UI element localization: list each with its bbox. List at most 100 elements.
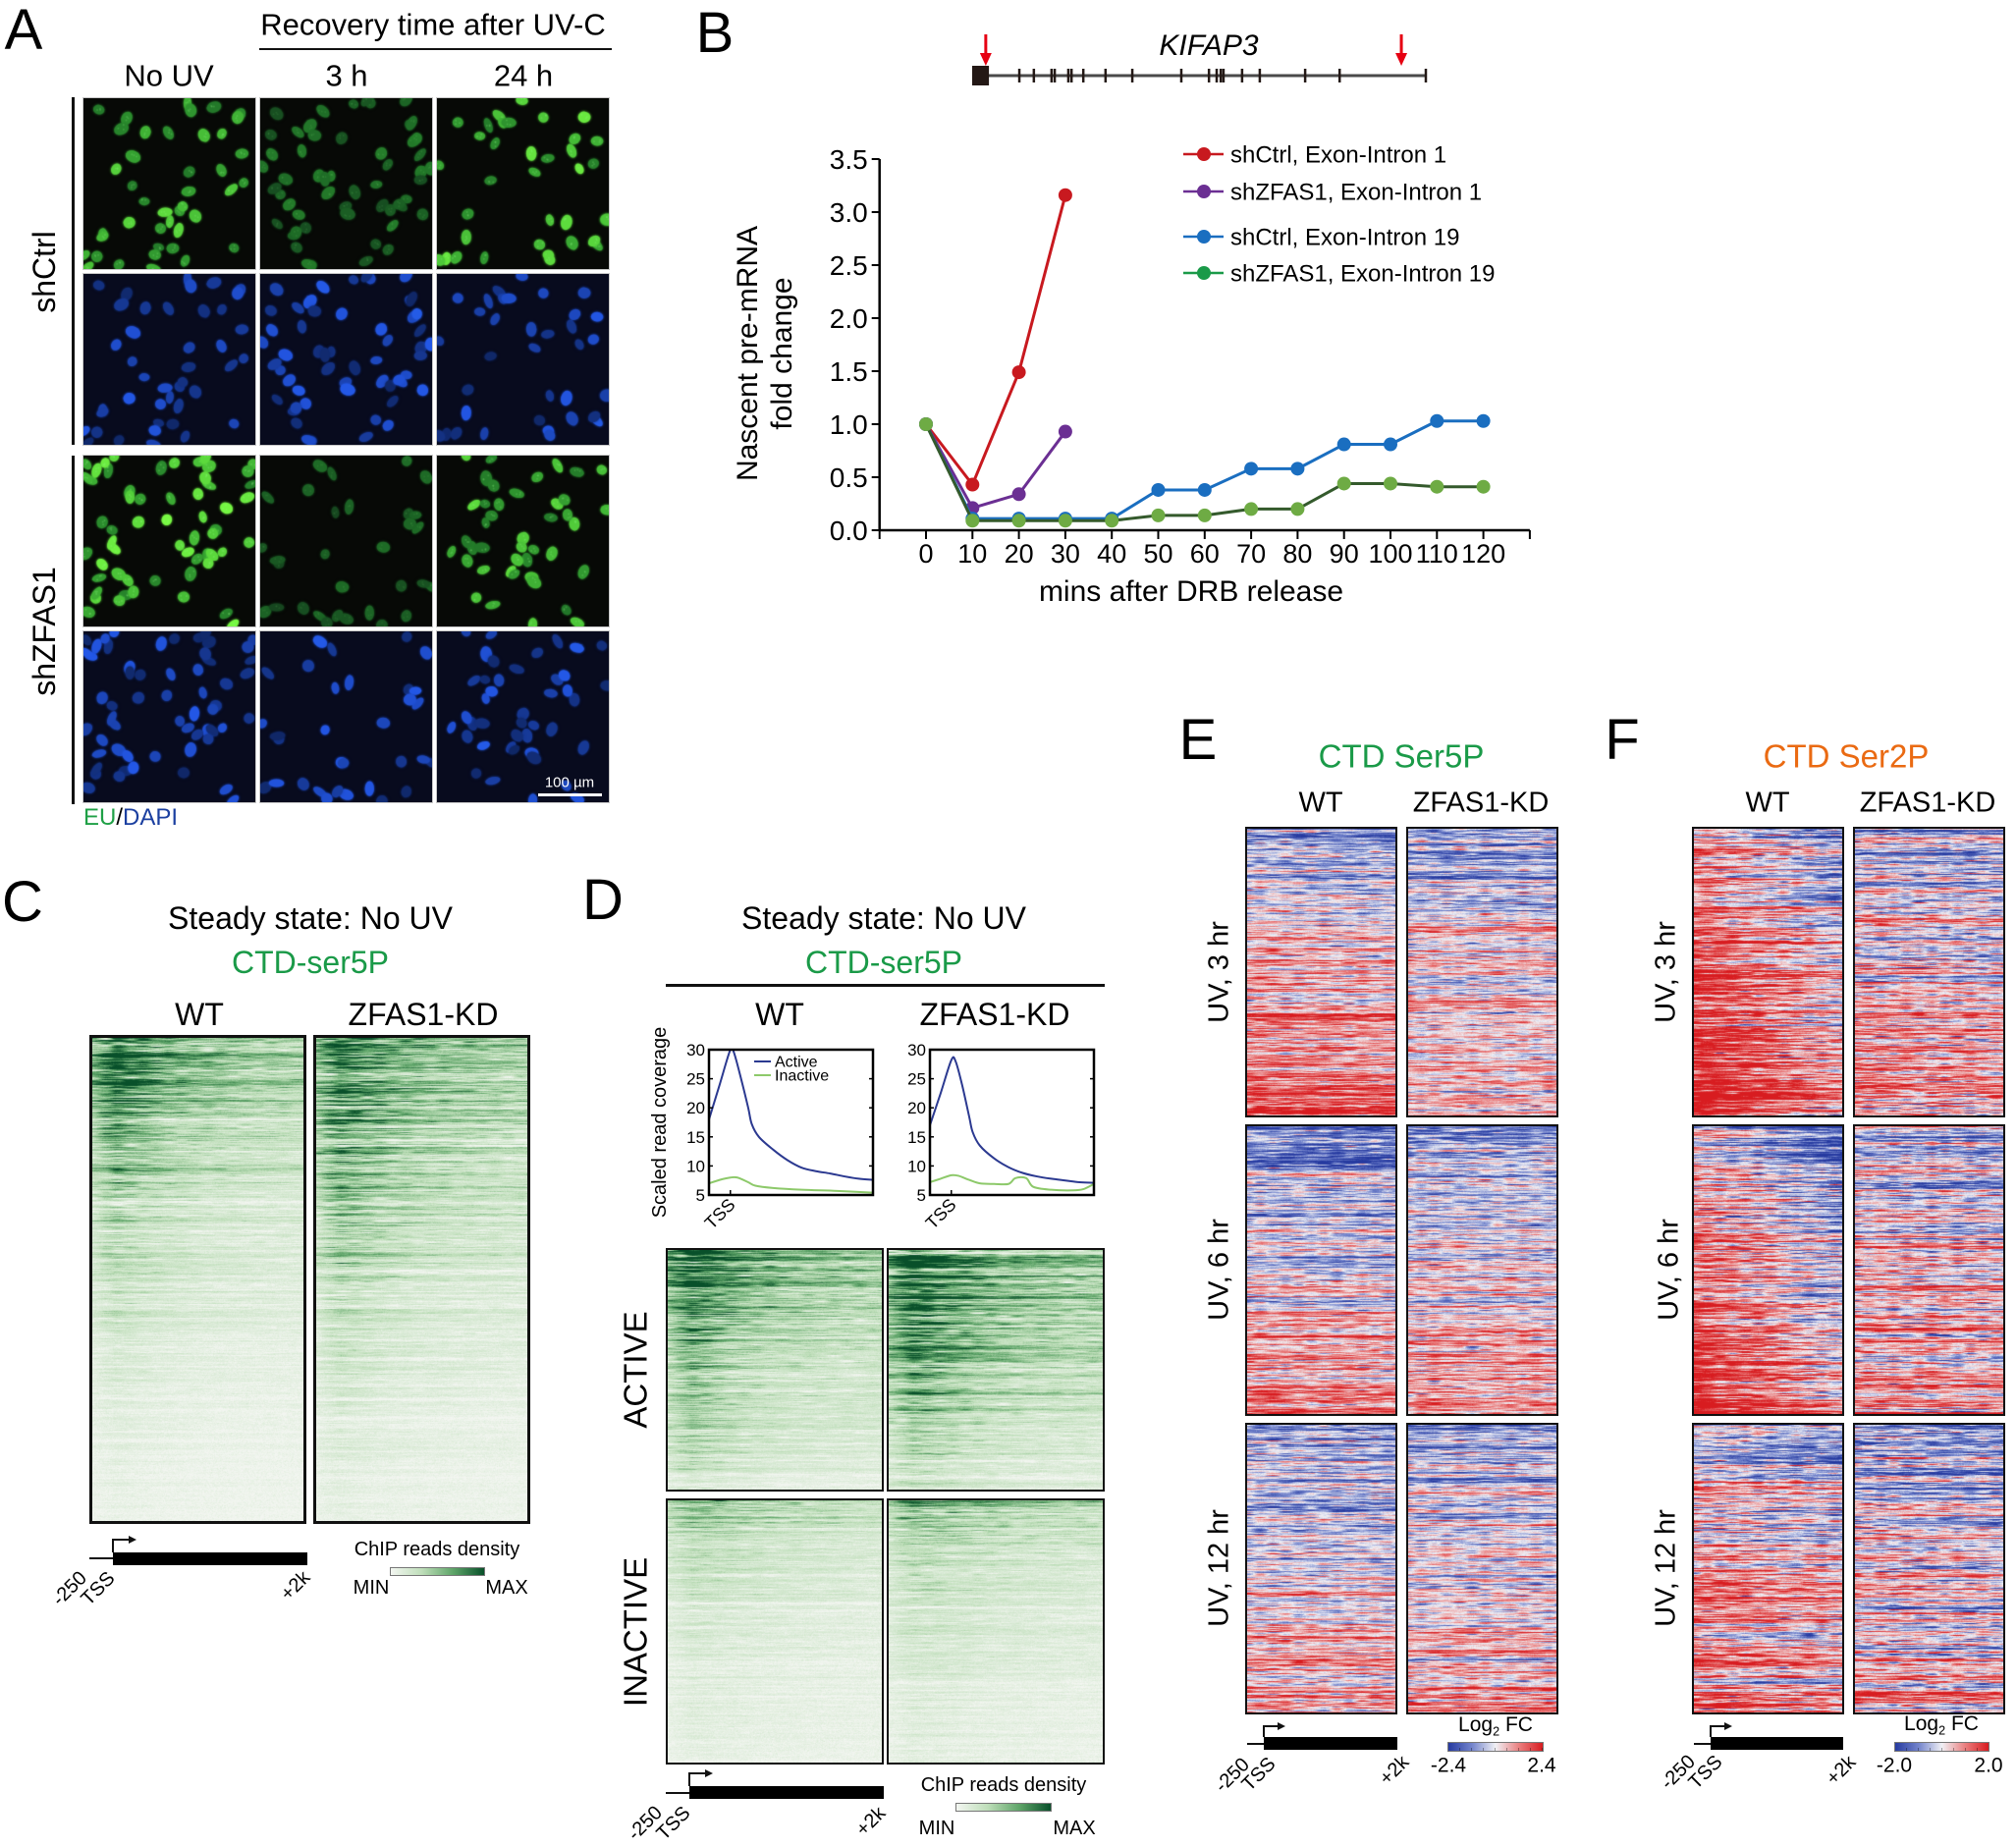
x-tick-label: 50 — [1143, 539, 1172, 569]
heatmap-c-wt — [89, 1035, 306, 1524]
data-point — [1476, 413, 1491, 428]
series-shzfas1-exon-intron-1 — [919, 417, 1072, 516]
panel-e-column-wt: WT — [1298, 787, 1343, 819]
panel-f-row-6hr: UV, 6 hr — [1653, 1219, 1685, 1321]
x-tick-label: 60 — [1190, 539, 1220, 569]
y-tick-label: 0.5 — [830, 462, 868, 493]
tss-arrow-icon — [1710, 1725, 1712, 1737]
colorbar-greens — [390, 1567, 485, 1576]
fc-text: FC — [1945, 1712, 1979, 1735]
panel-c-title: Steady state: No UV — [168, 900, 453, 936]
panel-letter-c: C — [2, 870, 43, 934]
data-point — [965, 512, 980, 526]
y-tick-label: 20 — [686, 1099, 705, 1117]
micrograph-canvas — [437, 98, 609, 269]
data-point — [1384, 476, 1397, 491]
heatmap-e-12hr-wt — [1245, 1423, 1397, 1714]
panel-f-row-12hr: UV, 12 hr — [1650, 1509, 1682, 1627]
colorbar-min-label: -2.0 — [1876, 1754, 1913, 1777]
colorbar-title-log2fc: Log2 FC — [1904, 1713, 1979, 1737]
primer-arrow-icon — [979, 34, 992, 66]
group-bracket-shzfas1 — [72, 456, 75, 804]
panel-f-mark-label: CTD Ser2P — [1763, 737, 1930, 775]
heatmap-canvas — [1408, 1126, 1556, 1414]
group-label-shctrl: shCtrl — [27, 231, 62, 313]
data-point — [965, 514, 980, 528]
heatmap-canvas — [1247, 1425, 1395, 1712]
tss-arrow-icon — [112, 1539, 114, 1552]
micrograph-canvas — [260, 98, 432, 269]
series-shctrl-exon-intron-19 — [919, 413, 1491, 526]
data-point — [965, 477, 980, 492]
x-axis-label: mins after DRB release — [1038, 575, 1344, 608]
plot-frame — [928, 1048, 1096, 1197]
heatmap-e-3hr-wt — [1245, 827, 1397, 1117]
heatmap-f-6hr-kd — [1853, 1124, 2005, 1416]
panel-d-column-wt: WT — [755, 997, 804, 1032]
y-tick-label: 25 — [907, 1070, 926, 1089]
axis-label-plus2k: +2k — [1375, 1751, 1414, 1790]
y-tick-label: 5 — [696, 1186, 705, 1205]
legend-marker — [1197, 230, 1211, 244]
panel-c-mark-label: CTD-ser5P — [231, 945, 390, 980]
heatmap-canvas — [1694, 829, 1842, 1115]
colorbar-min-label: MIN — [353, 1577, 390, 1599]
colorbar-ticks — [1448, 1748, 1543, 1751]
upstream-line — [1694, 1743, 1711, 1745]
profile-y-axis-label: Scaled read coverage — [649, 1026, 671, 1219]
panel-c-column-kd: ZFAS1-KD — [348, 997, 499, 1032]
colorbar-log2fc — [1447, 1742, 1544, 1752]
y-tick-label: 5 — [917, 1186, 926, 1205]
data-point — [1430, 479, 1444, 494]
panel-letter-a: A — [4, 0, 43, 62]
stain-label-slash: / — [116, 804, 124, 831]
tss-arrow-head — [1724, 1722, 1732, 1730]
axis-label-plus2k: +2k — [276, 1566, 315, 1605]
heatmap-canvas — [92, 1038, 303, 1521]
series-line — [924, 423, 1484, 522]
scale-bar — [538, 793, 602, 796]
gene-body-bar — [1711, 1737, 1843, 1750]
y-tick-label: 2.0 — [830, 303, 868, 334]
micrograph-shctrl-dapi-no-uv — [83, 274, 255, 445]
data-point — [1011, 514, 1026, 528]
heatmap-canvas — [1408, 829, 1556, 1115]
tss-arrow-shaft — [112, 1539, 130, 1541]
panel-e-column-kd: ZFAS1-KD — [1412, 787, 1550, 819]
panel-d-mark-label: CTD-ser5P — [804, 945, 963, 980]
data-point — [1058, 514, 1072, 528]
panel-letter-f: F — [1605, 708, 1640, 772]
x-tick-label: 80 — [1282, 539, 1312, 569]
data-point — [1197, 482, 1212, 497]
data-point — [1058, 424, 1072, 439]
profile-inactive-line — [930, 1173, 1094, 1192]
profile-chart-d-kd: 5 10 15 20 25 30 TSS — [907, 1041, 1096, 1233]
legend-label: shCtrl, Exon-Intron 1 — [1230, 142, 1446, 169]
legend-item: shZFAS1, Exon-Intron 19 — [1183, 261, 1495, 288]
heatmap-canvas — [1855, 1126, 2003, 1414]
micrograph-shzfas1-dapi-24h — [437, 631, 609, 802]
legend-item: shCtrl, Exon-Intron 19 — [1183, 225, 1459, 251]
heatmap-canvas — [1855, 1425, 2003, 1712]
header-underline — [259, 48, 612, 50]
group-label-inactive: INACTIVE — [617, 1556, 654, 1708]
x-tick-label: 110 — [1416, 539, 1458, 569]
data-point — [1244, 462, 1259, 476]
x-tick-label: 10 — [957, 539, 987, 569]
log-base-subscript: 2 — [1938, 1723, 1946, 1738]
heatmap-canvas — [1247, 829, 1395, 1115]
gene-axis-diagram — [666, 1769, 901, 1802]
series-line — [924, 423, 1067, 510]
upstream-line — [666, 1792, 689, 1794]
group-bracket-shctrl — [72, 97, 75, 445]
gene-axis-diagram — [89, 1536, 325, 1568]
heatmap-f-3hr-kd — [1853, 827, 2005, 1117]
stain-label-eu: EU — [83, 804, 117, 831]
tss-label: TSS — [701, 1195, 739, 1233]
legend-label: shZFAS1, Exon-Intron 1 — [1230, 180, 1482, 206]
data-point — [1476, 479, 1491, 494]
tss-arrow-shaft — [1710, 1725, 1725, 1727]
y-tick-label: 30 — [907, 1041, 926, 1059]
panel-letter-e: E — [1178, 708, 1218, 772]
